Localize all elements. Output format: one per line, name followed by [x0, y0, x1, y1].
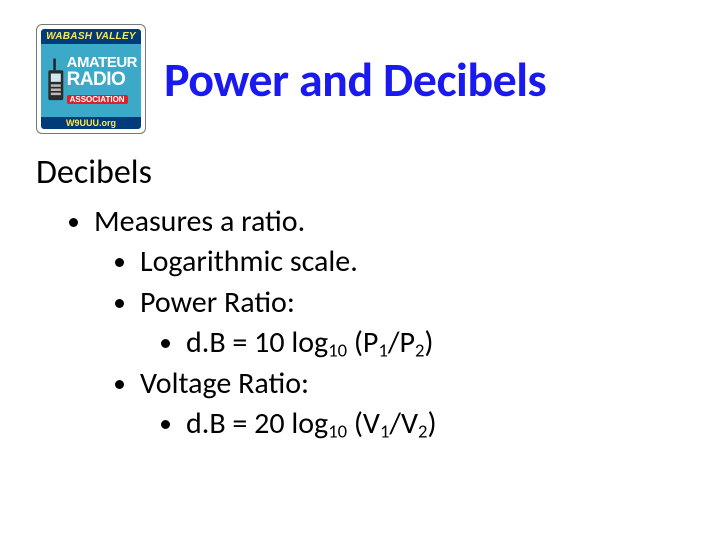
logo-top-bar: WABASH VALLEY: [41, 29, 141, 44]
formula-text: d.B = 10 log10 (P1/P2): [186, 324, 434, 361]
logo-text-block: AMATEUR RADIO ASSOCIATION: [67, 56, 137, 104]
slide-title: Power and Decibels: [164, 50, 546, 109]
logo-middle: AMATEUR RADIO ASSOCIATION: [41, 44, 141, 117]
list-item: d.B = 10 log10 (P1/P2): [186, 324, 684, 362]
list-item: Logarithmic scale.: [140, 243, 684, 281]
slide: WABASH VALLEY AMATEUR RADIO ASSOCIATION …: [0, 0, 720, 540]
bullet-list: d.B = 20 log10 (V1/V2): [140, 405, 684, 443]
bullet-text: Voltage Ratio:: [140, 365, 309, 402]
list-item: Measures a ratio. Logarithmic scale. Pow…: [94, 203, 684, 443]
logo-word-radio: RADIO: [67, 71, 137, 89]
section-heading: Decibels: [36, 152, 684, 193]
bullet-text: Measures a ratio.: [94, 203, 305, 240]
list-item: Power Ratio: d.B = 10 log10 (P1/P2): [140, 284, 684, 363]
bullet-list: Logarithmic scale. Power Ratio: d.B = 10…: [94, 243, 684, 443]
bullet-text: Power Ratio:: [140, 284, 295, 321]
bullet-text: Logarithmic scale.: [140, 243, 358, 280]
bullet-list: d.B = 10 log10 (P1/P2): [140, 324, 684, 362]
list-item: d.B = 20 log10 (V1/V2): [186, 405, 684, 443]
logo-word-association: ASSOCIATION: [67, 90, 137, 105]
bullet-list: Measures a ratio. Logarithmic scale. Pow…: [36, 203, 684, 443]
list-item: Voltage Ratio: d.B = 20 log10 (V1/V2): [140, 365, 684, 444]
handheld-radio-icon: [45, 54, 67, 108]
club-logo: WABASH VALLEY AMATEUR RADIO ASSOCIATION …: [36, 24, 146, 134]
logo-bottom-bar: W9UUU.org: [41, 117, 141, 129]
slide-header: WABASH VALLEY AMATEUR RADIO ASSOCIATION …: [36, 24, 684, 134]
formula-text: d.B = 20 log10 (V1/V2): [186, 405, 437, 442]
